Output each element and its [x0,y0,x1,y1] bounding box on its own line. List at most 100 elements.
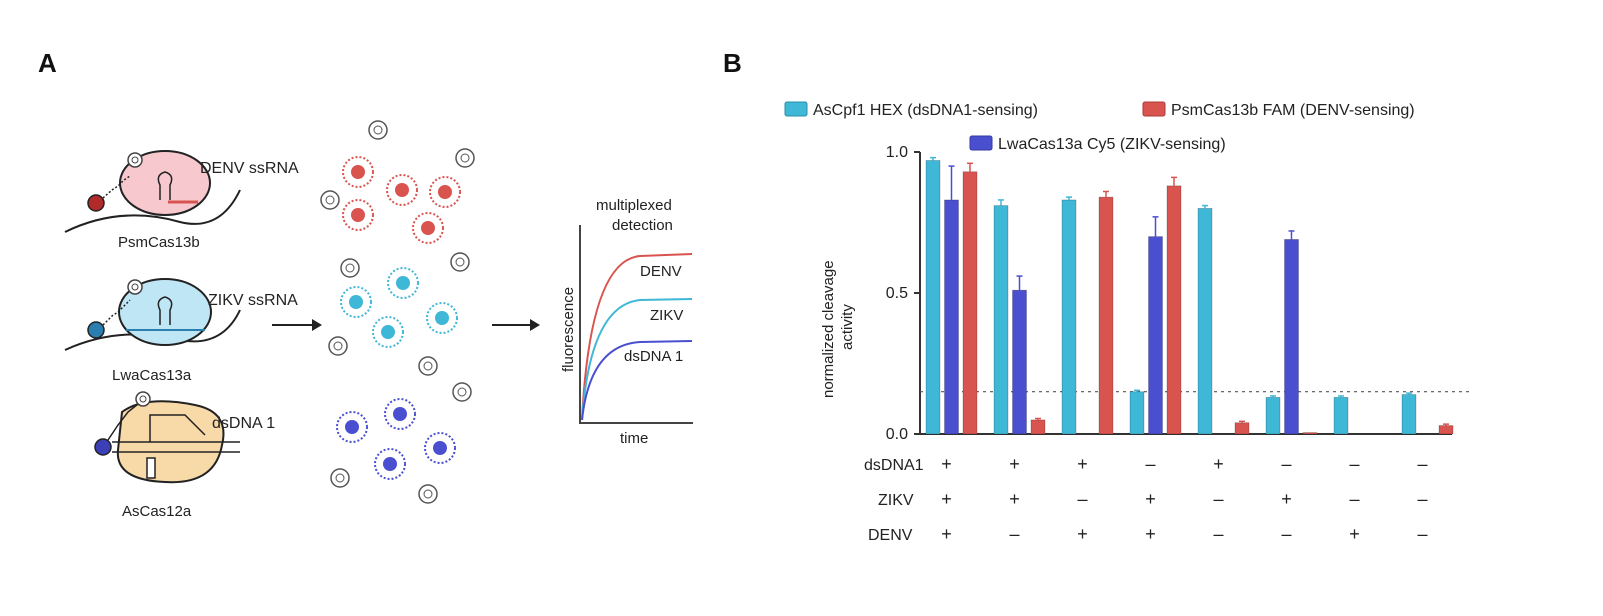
intact-reporter-core-icon [333,341,343,351]
fluorophore-icon [351,165,365,179]
legend-label-lwacas13a: LwaCas13a Cy5 (ZIKV-sensing) [998,136,1226,153]
cleaved-reporter-icon [386,174,418,206]
bar-ascpf1 [1197,207,1213,435]
condition-table: dsDNA1 ZIKV DENV + + + + + – + – + – + + + – – – + – – – + – –… [864,454,1428,544]
bar-lwacas13a [1284,239,1299,435]
intact-reporter-icon [455,148,475,168]
condition-sign: – [1281,454,1291,474]
bar-ascpf1 [925,160,941,435]
cleaved-reporter-icon [342,156,374,188]
inset-ylabel: fluorescence [560,287,577,372]
condition-sign: + [1145,524,1156,544]
intact-reporter-core-icon [423,361,433,371]
intact-reporter-core-icon [325,195,335,205]
y-tick-label: 1.0 [886,144,908,161]
fluorophore-icon [396,276,410,290]
inset-title-line2: detection [612,217,673,234]
fluorophore-icon [381,325,395,339]
inset-label-denv: DENV [640,263,682,280]
psmcas13b-schematic: DENV ssRNA PsmCas13b [64,150,299,251]
condition-sign: + [1145,489,1156,509]
inset-curve-zikv [581,298,693,421]
bar-ascpf1 [1333,396,1349,435]
bar-ascpf1 [1061,199,1077,435]
condition-sign: – [1145,454,1155,474]
psmcas13b-name: PsmCas13b [118,234,200,251]
bar-lwacas13a [1148,236,1163,435]
inset-curve-dsdna [581,340,693,421]
condition-sign: + [1281,489,1292,509]
fluorophore-icon [433,441,447,455]
fluorophore-icon [421,221,435,235]
condition-sign: + [941,524,952,544]
condition-sign: – [1077,489,1087,509]
condition-sign: + [1009,489,1020,509]
cleaved-reporter-icon [387,267,419,299]
condition-sign: – [1009,524,1019,544]
panel-a: A DENV ssRNA PsmCas13b ZIKV ssRNA Lwa [38,48,693,520]
inset-title-line1: multiplexed [596,197,672,214]
chart-legend: AsCpf1 HEX (dsDNA1-sensing) PsmCas13b FA… [784,101,1415,153]
y-tick-label: 0.0 [886,426,908,443]
intact-reporter-core-icon [457,387,467,397]
y-axis-label-line1: normalized cleavage [820,260,837,398]
intact-reporter-core-icon [423,489,433,499]
intact-reporter-icon [418,356,438,376]
cleaved-reporter-icon [374,448,406,480]
condition-sign: – [1213,489,1223,509]
condition-sign: – [1417,489,1427,509]
bar-lwacas13a [1012,289,1027,435]
bar-psmcas13b [1166,185,1182,435]
arrow-to-reporters [272,319,322,331]
condition-sign: + [1349,524,1360,544]
intact-reporter-core-icon [373,125,383,135]
legend-swatch-ascpf1 [784,101,808,117]
bar-psmcas13b [1030,419,1046,435]
arrow-to-readout [492,319,540,331]
cleaved-reporter-icon [372,316,404,348]
intact-reporter-icon [340,258,360,278]
cleaved-reporter-icon [424,432,456,464]
condition-label-denv: DENV [868,527,913,544]
cleaved-reporter-icon [342,199,374,231]
intact-reporter-icon [328,336,348,356]
bar-lwacas13a [944,199,959,435]
ascas12a-name: AsCas12a [122,503,192,520]
condition-sign: – [1417,454,1427,474]
y-tick-label: 0.5 [886,285,908,302]
lwacas13a-schematic: ZIKV ssRNA LwaCas13a [64,278,298,384]
ascas12a-target: dsDNA 1 [212,415,275,432]
cleaved-reporter-icon [340,286,372,318]
condition-sign: + [1213,454,1224,474]
panel-b-label: B [723,48,742,78]
lwacas13a-target: ZIKV ssRNA [208,292,298,309]
condition-sign: + [1077,524,1088,544]
condition-sign: – [1281,524,1291,544]
bar-psmcas13b [962,171,978,435]
inset-label-dsdna: dsDNA 1 [624,348,683,365]
cleaved-reporter-icon [429,176,461,208]
fluorophore-icon [395,183,409,197]
condition-label-dsdna1: dsDNA1 [864,457,924,474]
intact-reporter-core-icon [345,263,355,273]
bar-psmcas13b [1234,422,1250,435]
cleaved-reporter-icon [336,411,368,443]
condition-sign: – [1417,524,1427,544]
condition-sign: – [1349,454,1359,474]
condition-sign: – [1349,489,1359,509]
bar-psmcas13b [1098,196,1114,435]
condition-label-zikv: ZIKV [878,492,914,509]
condition-sign: + [941,489,952,509]
condition-sign: + [1009,454,1020,474]
multiplexed-detection-inset: multiplexed detection DENV ZIKV dsDNA 1 … [560,197,693,447]
condition-sign: + [941,454,952,474]
legend-swatch-psmcas13b [1142,101,1166,117]
intact-reporter-icon [320,190,340,210]
condition-sign: + [1077,454,1088,474]
intact-reporter-icon [330,468,350,488]
intact-reporter-icon [450,252,470,272]
intact-reporter-core-icon [460,153,470,163]
lwacas13a-name: LwaCas13a [112,367,192,384]
intact-reporter-core-icon [455,257,465,267]
